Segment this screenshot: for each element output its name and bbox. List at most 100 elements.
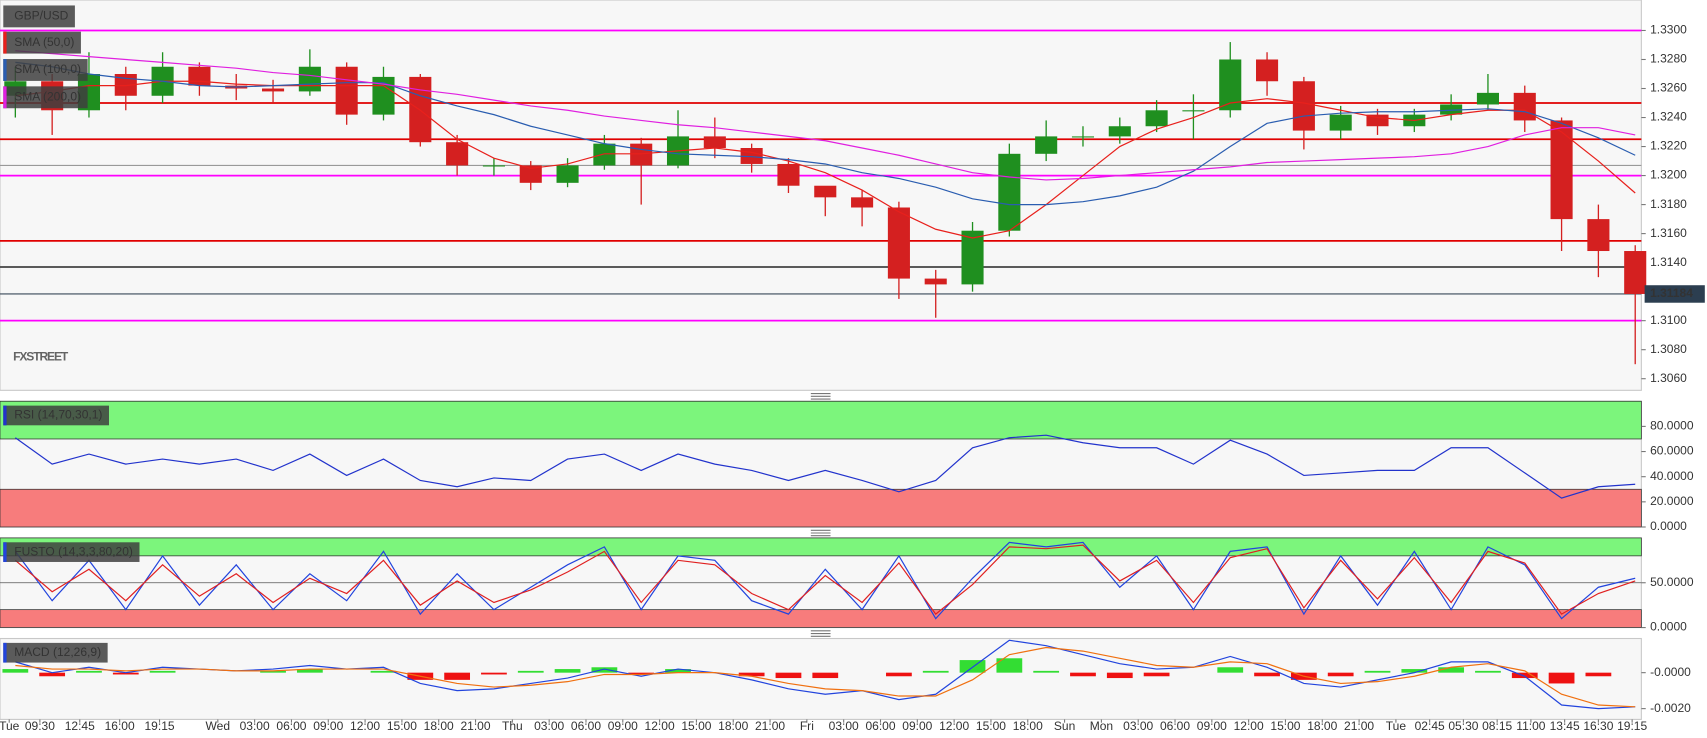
x-tick-label: 09:00 — [902, 719, 932, 733]
series-line — [15, 61, 1636, 206]
candle-body — [1587, 219, 1610, 252]
histogram-bar — [39, 672, 66, 677]
y-tick-label: -0.0000 — [1650, 665, 1691, 679]
candle-body — [777, 163, 800, 186]
histogram-bar — [296, 669, 323, 673]
x-tick-label: Sun — [1054, 719, 1075, 733]
y-tick-label: 40.0000 — [1650, 469, 1694, 483]
y-tick-label: 1.3220 — [1650, 139, 1687, 153]
candle-body — [1624, 251, 1647, 294]
x-tick-label: 11:00 — [1516, 719, 1546, 733]
candle-body — [372, 76, 395, 115]
candle-body — [630, 143, 653, 166]
x-tick-label: Mon — [1090, 719, 1113, 733]
band — [0, 609, 1642, 628]
histogram-bar — [886, 672, 912, 677]
histogram-bar — [591, 667, 618, 673]
series-line — [14, 541, 1636, 620]
histogram-bar — [76, 670, 102, 673]
x-tick-label: 06:00 — [276, 719, 306, 733]
panel-title-box — [3, 542, 140, 562]
candle-body — [1329, 114, 1352, 131]
histogram-bar — [1327, 672, 1354, 677]
histogram-bar — [2, 669, 29, 673]
histogram-bar — [149, 670, 176, 673]
histogram-bar — [481, 672, 507, 675]
candle-body — [188, 66, 211, 86]
x-tick-label: Thu — [502, 719, 523, 733]
histogram-bar — [1438, 667, 1465, 673]
histogram-bar — [1364, 670, 1391, 673]
legend-swatch — [3, 31, 7, 54]
x-tick-label: 12:00 — [939, 719, 969, 733]
x-tick-label: 18:00 — [1013, 719, 1043, 733]
candle-body — [1440, 104, 1463, 115]
histogram-bar — [444, 672, 471, 680]
candle-body — [519, 165, 542, 183]
candle-body — [924, 278, 947, 285]
histogram-bar — [1548, 672, 1575, 684]
legend-swatch — [3, 59, 7, 81]
watermark: FXSTREET — [13, 350, 69, 364]
y-tick-label: 20.0000 — [1650, 494, 1694, 508]
histogram-bar — [554, 669, 581, 673]
y-tick-label: 50.0000 — [1650, 575, 1694, 589]
series-line — [15, 646, 1636, 708]
candle-body — [114, 74, 137, 96]
candle-body — [1071, 136, 1095, 138]
x-tick-label: 15:00 — [387, 719, 417, 733]
candle-body — [887, 207, 910, 279]
legend-swatch — [3, 642, 7, 663]
histogram-bar — [1585, 672, 1612, 677]
last-price-box — [1644, 285, 1705, 303]
x-tick-label: 21:00 — [1344, 719, 1374, 733]
x-tick-label: 03:00 — [534, 719, 564, 733]
panel-title: RSI (14,70,30,1) — [14, 408, 102, 422]
x-tick-label: 02:45 — [1415, 719, 1445, 733]
panel-title-box — [3, 5, 75, 28]
x-tick-label: 09:00 — [1197, 719, 1227, 733]
band — [0, 488, 1642, 528]
legend-swatch — [3, 405, 7, 426]
x-tick-label: 06:00 — [571, 719, 601, 733]
candle-body — [1035, 136, 1058, 154]
histogram-bar — [1511, 672, 1538, 679]
histogram-bar — [1254, 672, 1280, 677]
candle-body — [556, 165, 579, 183]
candle-body — [851, 197, 874, 208]
y-tick-label: 1.3100 — [1650, 313, 1687, 327]
y-tick-label: 1.3260 — [1650, 81, 1687, 95]
panel-title: FUSTO (14,3,3,80,20) — [14, 544, 133, 558]
legend-swatch — [3, 86, 7, 109]
y-tick-label: 1.3160 — [1650, 226, 1687, 240]
panel-title-box — [3, 31, 81, 54]
x-tick-label: 09:00 — [608, 719, 638, 733]
x-tick-label: 13:45 — [1550, 719, 1580, 733]
x-tick-label: 09:00 — [313, 719, 343, 733]
x-tick-label: Wed — [206, 719, 231, 733]
x-tick-label: 12:00 — [1234, 719, 1264, 733]
y-tick-label: 0.0000 — [1650, 519, 1687, 533]
y-tick-label: 1.3240 — [1650, 110, 1687, 124]
x-tick-label: Fri — [800, 719, 814, 733]
histogram-bar — [922, 670, 949, 673]
histogram-bar — [1475, 670, 1501, 673]
panel-title: SMA (200,0) — [14, 89, 81, 103]
x-tick-label: 06:00 — [1160, 719, 1190, 733]
x-tick-label: 21:00 — [460, 719, 490, 733]
candle-body — [298, 66, 321, 92]
panel-title: SMA (50,0) — [14, 35, 74, 49]
x-tick-label: 21:00 — [755, 719, 785, 733]
histogram-bar — [1217, 667, 1244, 673]
histogram-bar — [370, 670, 397, 673]
x-tick-label: 09:30 — [25, 719, 55, 733]
candle-body — [593, 143, 616, 166]
candle-body — [1476, 92, 1499, 105]
series-line — [15, 50, 1636, 181]
band — [0, 537, 1642, 557]
panel-title-box — [3, 405, 109, 426]
candle-body — [1145, 110, 1168, 127]
histogram-bar — [1401, 669, 1428, 673]
candle-body — [703, 136, 726, 149]
